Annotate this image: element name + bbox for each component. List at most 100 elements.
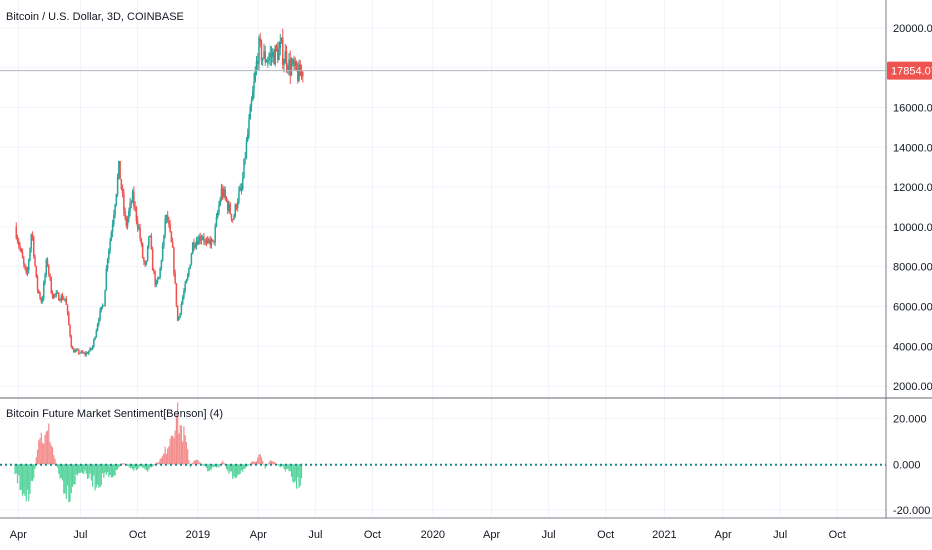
histogram-bar <box>223 462 225 465</box>
candle-body <box>244 157 246 159</box>
histogram-bar <box>230 464 233 472</box>
candle-body <box>108 250 110 259</box>
histogram-bar <box>80 464 82 473</box>
time-tick-label: Oct <box>597 529 614 541</box>
candle-body <box>84 352 86 355</box>
price-tick-label: 16000.00 <box>893 102 932 114</box>
histogram-bar <box>78 464 80 474</box>
indicator-axis[interactable]: 20.000 0.000 -20.000 <box>893 414 930 517</box>
candle-body <box>129 202 131 211</box>
histogram-bar <box>84 464 86 471</box>
price-tick-label: 14000.00 <box>893 142 932 154</box>
histogram-bar <box>182 441 184 465</box>
candle-body <box>229 204 231 214</box>
candle-body <box>44 274 46 283</box>
candle-body <box>215 217 218 227</box>
candle-body <box>289 59 292 75</box>
histogram-bar <box>234 464 236 479</box>
candle-body <box>154 271 156 285</box>
candle-body <box>216 212 219 218</box>
price-candles[interactable] <box>15 28 304 357</box>
time-tick-label: Oct <box>364 529 381 541</box>
histogram-bar <box>193 460 195 465</box>
histogram-bar <box>89 464 91 474</box>
histogram-bar <box>177 402 179 465</box>
candle-body <box>151 249 154 271</box>
histogram-bar <box>253 461 255 465</box>
indicator-tick-label: 20.000 <box>893 414 927 426</box>
candle-body <box>214 226 216 242</box>
indicator-tick-label: 0.000 <box>893 459 921 471</box>
candle-body <box>91 346 94 350</box>
candle-body <box>277 49 279 61</box>
candle-body <box>36 276 39 291</box>
histogram-bar <box>270 460 273 465</box>
candle-body <box>94 337 96 340</box>
histogram-bar <box>293 464 295 483</box>
histogram-bar <box>75 464 77 475</box>
candle-body <box>295 61 298 70</box>
candle-body <box>60 295 63 301</box>
candle-body <box>115 194 118 205</box>
candle-body <box>61 295 64 300</box>
price-tick-label: 2000.00 <box>893 381 932 393</box>
histogram-bar <box>91 464 94 487</box>
histogram-bar <box>298 464 300 489</box>
histogram-bar <box>299 464 301 486</box>
candle-body <box>284 51 287 64</box>
histogram-bar <box>51 447 54 465</box>
candle-body <box>203 237 205 242</box>
histogram-bar <box>19 464 21 491</box>
candle-body <box>282 37 284 65</box>
histogram-bar <box>56 464 59 468</box>
histogram-bar <box>101 464 104 474</box>
candle-body <box>259 38 261 42</box>
candle-body <box>71 346 74 350</box>
candle-body <box>93 339 95 347</box>
histogram-bar <box>143 464 145 468</box>
histogram-bar <box>93 464 95 476</box>
histogram-bar <box>45 431 47 465</box>
histogram-bar <box>31 464 34 482</box>
last-price-tag[interactable]: 17854.07 <box>887 61 932 80</box>
histogram-bar <box>185 442 188 465</box>
candle-body <box>140 238 143 244</box>
candle-body <box>224 189 226 197</box>
histogram-bar <box>203 464 205 467</box>
time-axis[interactable]: Apr Jul Oct 2019 Apr Jul Oct 2020 Apr Jul Oct 2021 A… <box>10 529 846 541</box>
histogram-bar <box>104 464 106 473</box>
histogram-bar <box>34 464 36 469</box>
candle-body <box>169 224 171 232</box>
histogram-bar <box>198 461 200 465</box>
candle-body <box>243 158 245 178</box>
histogram-bar <box>24 464 26 496</box>
histogram-bar <box>59 464 61 479</box>
histogram-bar <box>235 464 238 478</box>
histogram-bar <box>179 425 181 465</box>
histogram-bar <box>54 458 56 465</box>
histogram-bar <box>88 464 90 479</box>
price-tick-label: 20000.00 <box>893 23 932 35</box>
indicator-histogram[interactable] <box>0 402 886 503</box>
candle-body <box>183 291 185 298</box>
candle-body <box>218 205 220 213</box>
histogram-bar <box>217 464 219 467</box>
candle-body <box>221 188 224 197</box>
time-tick-label: 2021 <box>652 529 676 541</box>
histogram-bar <box>38 440 40 465</box>
candle-body <box>279 42 282 49</box>
indicator-tick-label: -20.000 <box>893 505 930 517</box>
candle-body <box>16 238 19 242</box>
histogram-bar <box>279 464 281 468</box>
histogram-bar <box>109 464 111 475</box>
histogram-bar <box>187 449 189 465</box>
histogram-bar <box>297 464 299 478</box>
histogram-bar <box>130 464 132 468</box>
candle-body <box>258 38 260 64</box>
candle-body <box>231 219 234 221</box>
histogram-bar <box>247 464 249 466</box>
histogram-bar <box>199 462 201 465</box>
histogram-bar <box>114 464 116 476</box>
candle-body <box>34 256 36 266</box>
